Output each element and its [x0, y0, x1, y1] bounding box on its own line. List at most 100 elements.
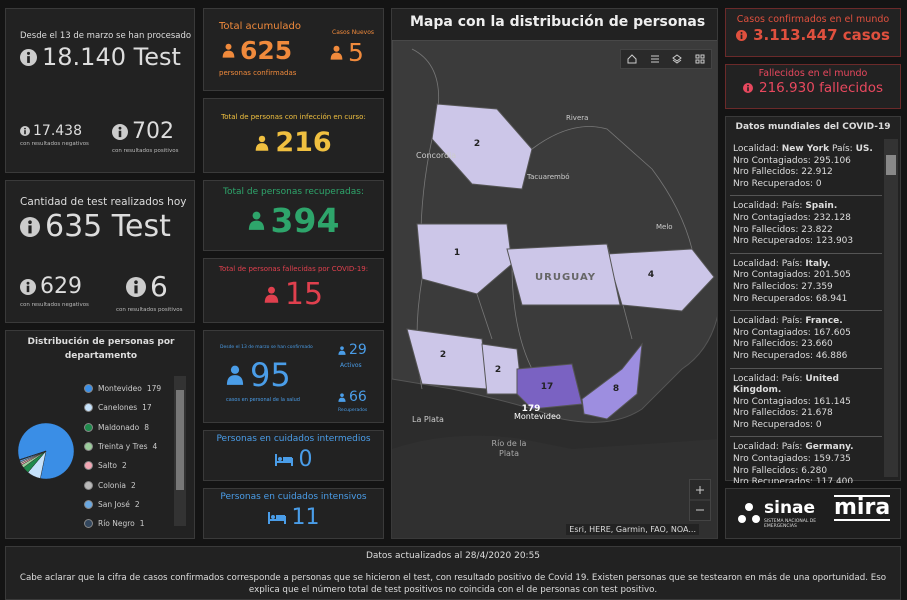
positive: 6	[126, 270, 168, 303]
legend-count: 8	[144, 422, 149, 432]
sinae-sub: SISTEMA NACIONAL DE EMERGENCIAS	[764, 519, 817, 529]
recovered: 68.941	[815, 293, 848, 304]
legend-count: 2	[134, 499, 140, 509]
legend-swatch	[84, 499, 93, 509]
zoom-buttons[interactable]	[690, 480, 710, 520]
grid-button[interactable]	[695, 54, 705, 64]
label: Nro Contagiados:	[733, 396, 811, 407]
recovered-row: Nro Recuperados: 0	[733, 179, 879, 191]
legend-name: Treinta y Tres	[98, 442, 148, 452]
info-icon	[20, 126, 30, 136]
negative: 17.438	[20, 123, 82, 139]
legend-swatch	[84, 442, 93, 452]
pie-chart	[17, 422, 75, 480]
region[interactable]	[606, 248, 715, 312]
label: Localidad:	[733, 442, 779, 453]
legend-name: Salto	[98, 461, 117, 471]
world-list-panel: Datos mundiales del COVID-19 Localidad: …	[725, 116, 901, 483]
info-icon	[736, 29, 748, 41]
value-row: 3.113.447 casos	[726, 26, 900, 44]
value: 29	[349, 342, 367, 358]
legend-item: San José 2	[84, 495, 174, 514]
health-staff-panel: Desde el 13 de marzo se han confirmado 9…	[203, 330, 384, 423]
legend-count: 17	[142, 403, 152, 413]
legend-name: San José	[98, 499, 130, 509]
value: 66	[349, 389, 367, 405]
title: Casos confirmados en el mundo	[736, 14, 890, 25]
list-button[interactable]	[650, 54, 660, 64]
country: Germany.	[805, 442, 854, 453]
cases: 201.505	[813, 270, 851, 281]
person-icon	[222, 43, 235, 58]
value-row: 95	[226, 356, 291, 394]
region[interactable]	[506, 243, 621, 306]
region[interactable]	[516, 363, 583, 410]
negative: 629	[20, 274, 82, 299]
cases-row: Nro Contagiados: 159.735	[733, 454, 879, 466]
legend: Montevideo 179 Canelones 17 Maldonado 8 Treint…	[84, 379, 174, 531]
updated: Datos actualizados al 28/4/2020 20:55	[365, 551, 541, 561]
title: Personas en cuidados intermedios	[216, 434, 371, 444]
locality-row: Localidad: País: Spain.	[733, 201, 879, 213]
deceased-panel: Total de personas fallecidas por COVID-1…	[203, 258, 384, 323]
deaths-row: Nro Fallecidos: 23.822	[733, 225, 879, 237]
scrollbar[interactable]	[174, 376, 186, 526]
label: Recuperados	[338, 408, 368, 413]
label: País:	[781, 373, 803, 384]
region-label: 4	[647, 270, 655, 280]
value-row: 18.140 Test	[20, 43, 181, 71]
region[interactable]	[416, 223, 513, 295]
locality-row: Localidad: New York País: US.	[733, 144, 879, 156]
legend-count: 4	[152, 442, 158, 452]
legend-swatch	[84, 422, 93, 432]
layers-button[interactable]	[672, 54, 683, 64]
locality-row: Localidad: País: United Kingdom.	[733, 374, 879, 397]
scroll-thumb[interactable]	[886, 155, 896, 175]
deaths-row: Nro Fallecidos: 27.359	[733, 282, 879, 294]
label: Nro Recuperados:	[733, 477, 814, 483]
label: Nro Fallecidos:	[733, 281, 799, 292]
value-row: 635 Test	[20, 209, 171, 244]
value: 18.140 Test	[42, 43, 181, 71]
legend-count: 2	[121, 461, 127, 471]
legend-count: 2	[130, 480, 136, 490]
label: Nro Fallecidos:	[733, 224, 799, 235]
label: Nro Recuperados:	[733, 293, 814, 304]
label: Nro Fallecidos:	[733, 465, 799, 476]
cases: 232.128	[813, 212, 851, 223]
region-label: 2	[439, 350, 447, 360]
label: Desde el 13 de marzo se han procesado	[20, 31, 192, 41]
country: Italy.	[805, 258, 831, 269]
title: Datos mundiales del COVID-19	[735, 122, 891, 132]
place-label: URUGUAY	[535, 272, 596, 283]
cases-row: Nro Contagiados: 232.128	[733, 213, 879, 225]
world-entry: Localidad: País: France. Nro Contagiados:…	[730, 311, 882, 369]
value-row: 15	[204, 277, 383, 312]
person-icon	[338, 392, 346, 402]
label: Cantidad de test realizados hoy	[20, 196, 187, 208]
recovered-row: Nro Recuperados: 0	[733, 420, 879, 432]
region-label: 1	[453, 248, 461, 258]
legend-swatch	[84, 403, 93, 413]
legend-count: 1	[139, 519, 145, 529]
home-button[interactable]	[627, 54, 637, 64]
value: 216.930 fallecidos	[759, 80, 883, 96]
label: Nro Contagiados:	[733, 270, 811, 281]
legend-name: Colonia	[98, 480, 126, 490]
value: 11	[291, 505, 320, 530]
recovered-row: Nro Recuperados: 123.903	[733, 236, 879, 248]
region[interactable]	[581, 342, 643, 420]
region[interactable]	[431, 103, 533, 190]
map	[392, 40, 717, 538]
country: United Kingdom.	[733, 373, 839, 396]
accumulated-panel: Total acumulado 625 personas confirmadas…	[203, 8, 384, 91]
zoom-control	[689, 479, 711, 521]
scroll-thumb[interactable]	[176, 390, 184, 490]
map-toolbar	[620, 49, 712, 69]
person-icon	[264, 286, 279, 303]
locality-row: Localidad: País: France.	[733, 316, 879, 328]
scrollbar[interactable]	[884, 139, 898, 477]
value: 216	[275, 127, 332, 158]
locality: New York	[781, 144, 830, 154]
label: Localidad:	[733, 201, 779, 212]
